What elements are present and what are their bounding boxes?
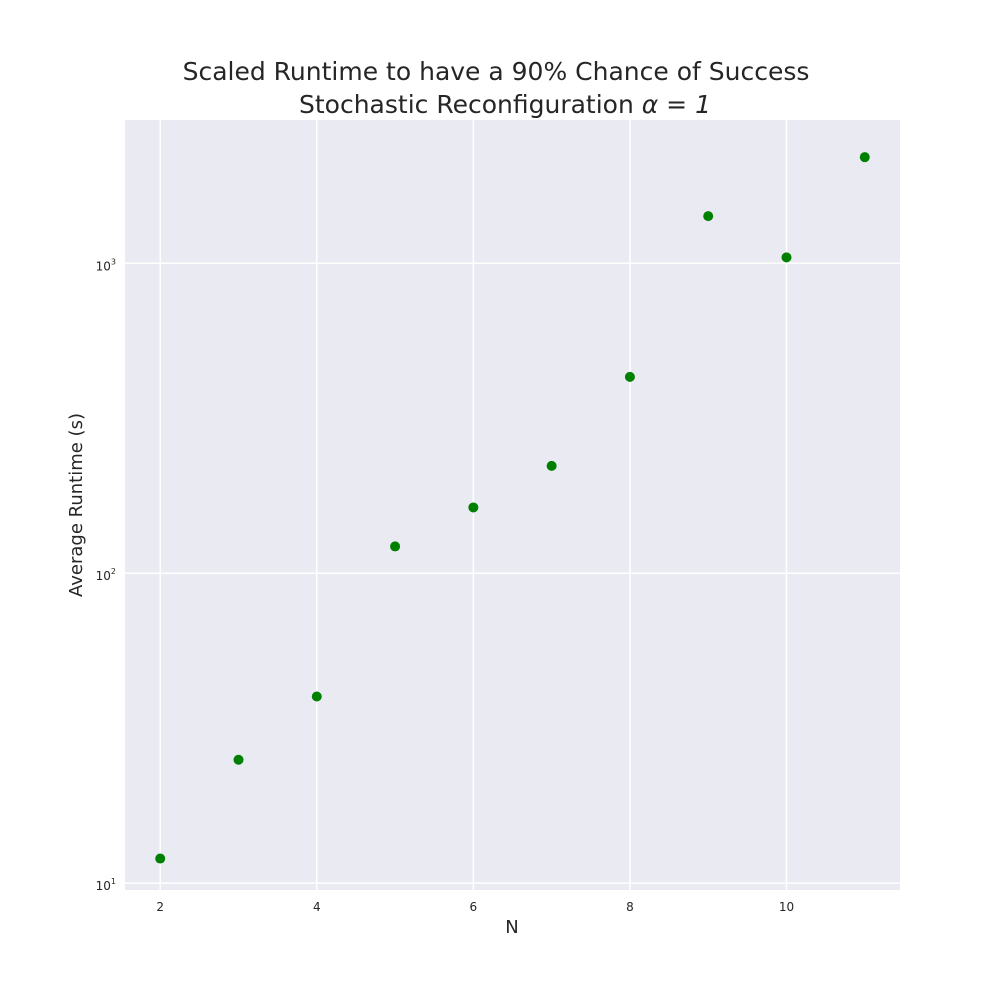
data-point (859, 152, 870, 163)
y-tick-label: 102 (96, 567, 116, 583)
data-point (311, 691, 322, 702)
chart-title: Scaled Runtime to have a 90% Chance of S… (183, 57, 810, 86)
data-point (781, 252, 792, 263)
data-point (390, 541, 401, 552)
x-tick-label: 6 (470, 900, 478, 914)
x-tick-label: 2 (156, 900, 164, 914)
data-point (233, 754, 244, 765)
data-point (155, 853, 166, 864)
y-tick-labels: 101 102 103 (96, 257, 116, 893)
subtitle-math: α = 1 (642, 90, 711, 119)
x-tick-label: 4 (313, 900, 321, 914)
data-point (624, 371, 635, 382)
plot-area (125, 120, 900, 890)
y-tick-label: 103 (96, 257, 116, 273)
data-point (703, 211, 714, 222)
x-tick-label: 8 (626, 900, 634, 914)
y-tick-label: 101 (96, 877, 116, 893)
x-axis-label: N (505, 917, 518, 938)
data-point (468, 502, 479, 513)
subtitle-text: Stochastic Reconfiguration (299, 90, 642, 119)
x-tick-label: 10 (779, 900, 794, 914)
chart-subtitle: Stochastic Reconfiguration α = 1 (299, 90, 711, 119)
data-point (546, 460, 557, 471)
x-tick-labels: 2 4 6 8 10 (156, 900, 794, 914)
y-axis-label: Average Runtime (s) (66, 413, 87, 597)
data-points (155, 152, 870, 864)
